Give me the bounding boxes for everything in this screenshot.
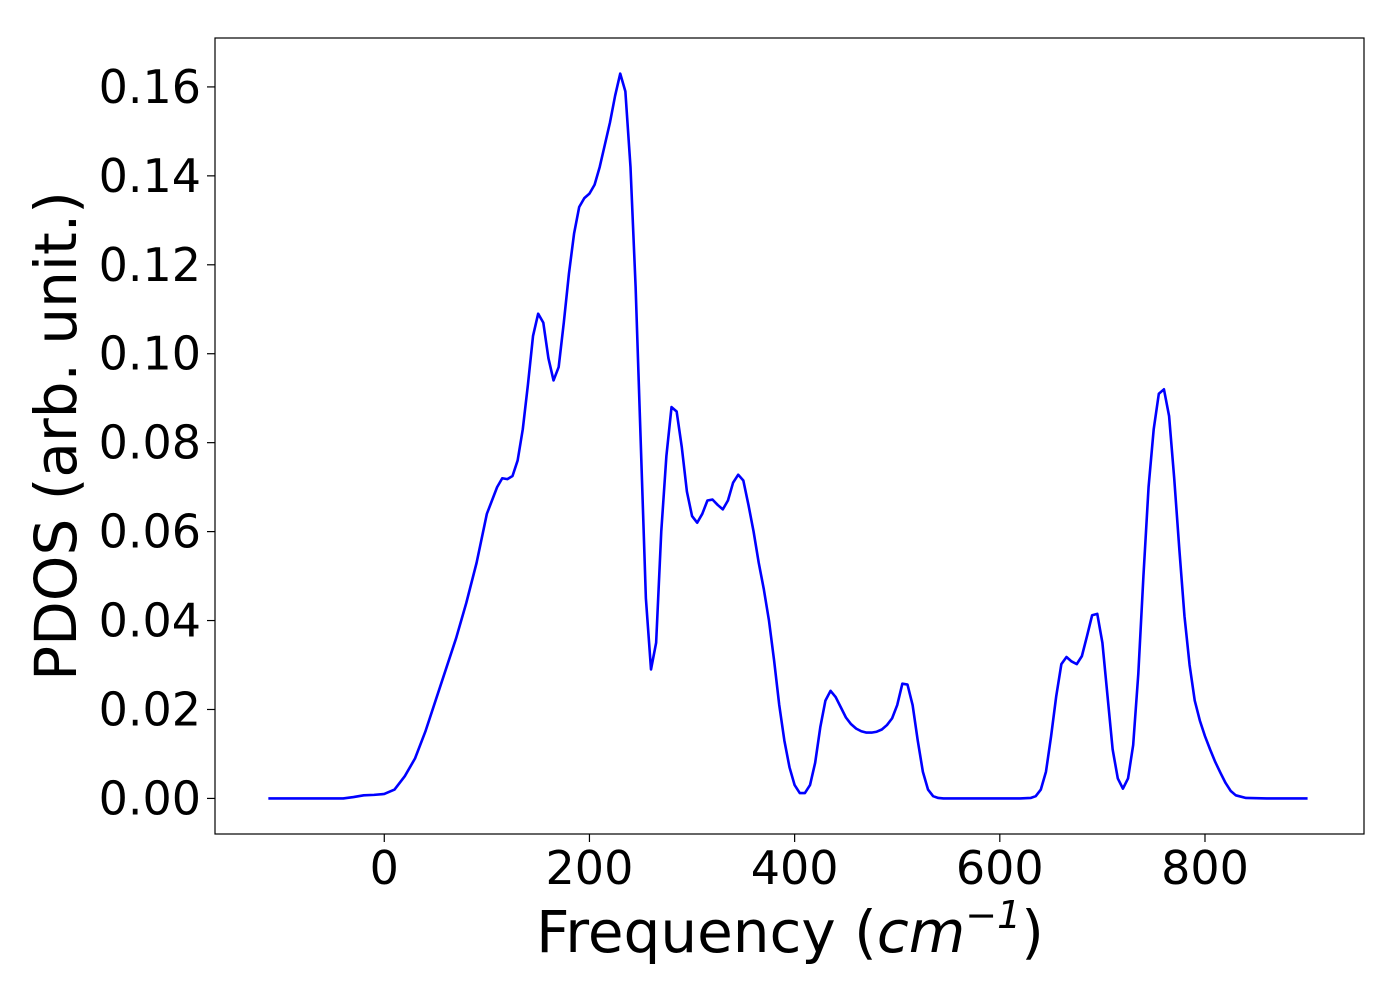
- x-tick-label: 800: [1161, 841, 1249, 895]
- y-axis-ticks: 0.00 0.02 0.04 0.06 0.08 0.10 0.12 0.14 0.16: [99, 60, 215, 825]
- y-tick-label: 0.00: [99, 771, 201, 825]
- y-tick-label: 0.06: [99, 505, 201, 559]
- x-tick-label: 600: [956, 841, 1044, 895]
- y-tick-label: 0.04: [99, 594, 201, 648]
- y-axis-label: PDOS (arb. unit.): [22, 191, 90, 681]
- y-tick-label: 0.02: [99, 682, 201, 736]
- y-tick-label: 0.12: [99, 238, 201, 292]
- x-axis-ticks: 0 200 400 600 800: [370, 834, 1249, 895]
- y-tick-label: 0.16: [99, 60, 201, 114]
- x-tick-label: 0: [370, 841, 399, 895]
- plot-frame: [214, 37, 1365, 835]
- pdos-series-line: [268, 72, 1308, 800]
- y-tick-label: 0.08: [99, 416, 201, 470]
- x-tick-label: 200: [546, 841, 634, 895]
- x-tick-label: 400: [751, 841, 839, 895]
- y-tick-label: 0.14: [99, 149, 201, 203]
- x-axis-label: Frequency (cm−1): [536, 893, 1044, 966]
- y-tick-label: 0.10: [99, 327, 201, 381]
